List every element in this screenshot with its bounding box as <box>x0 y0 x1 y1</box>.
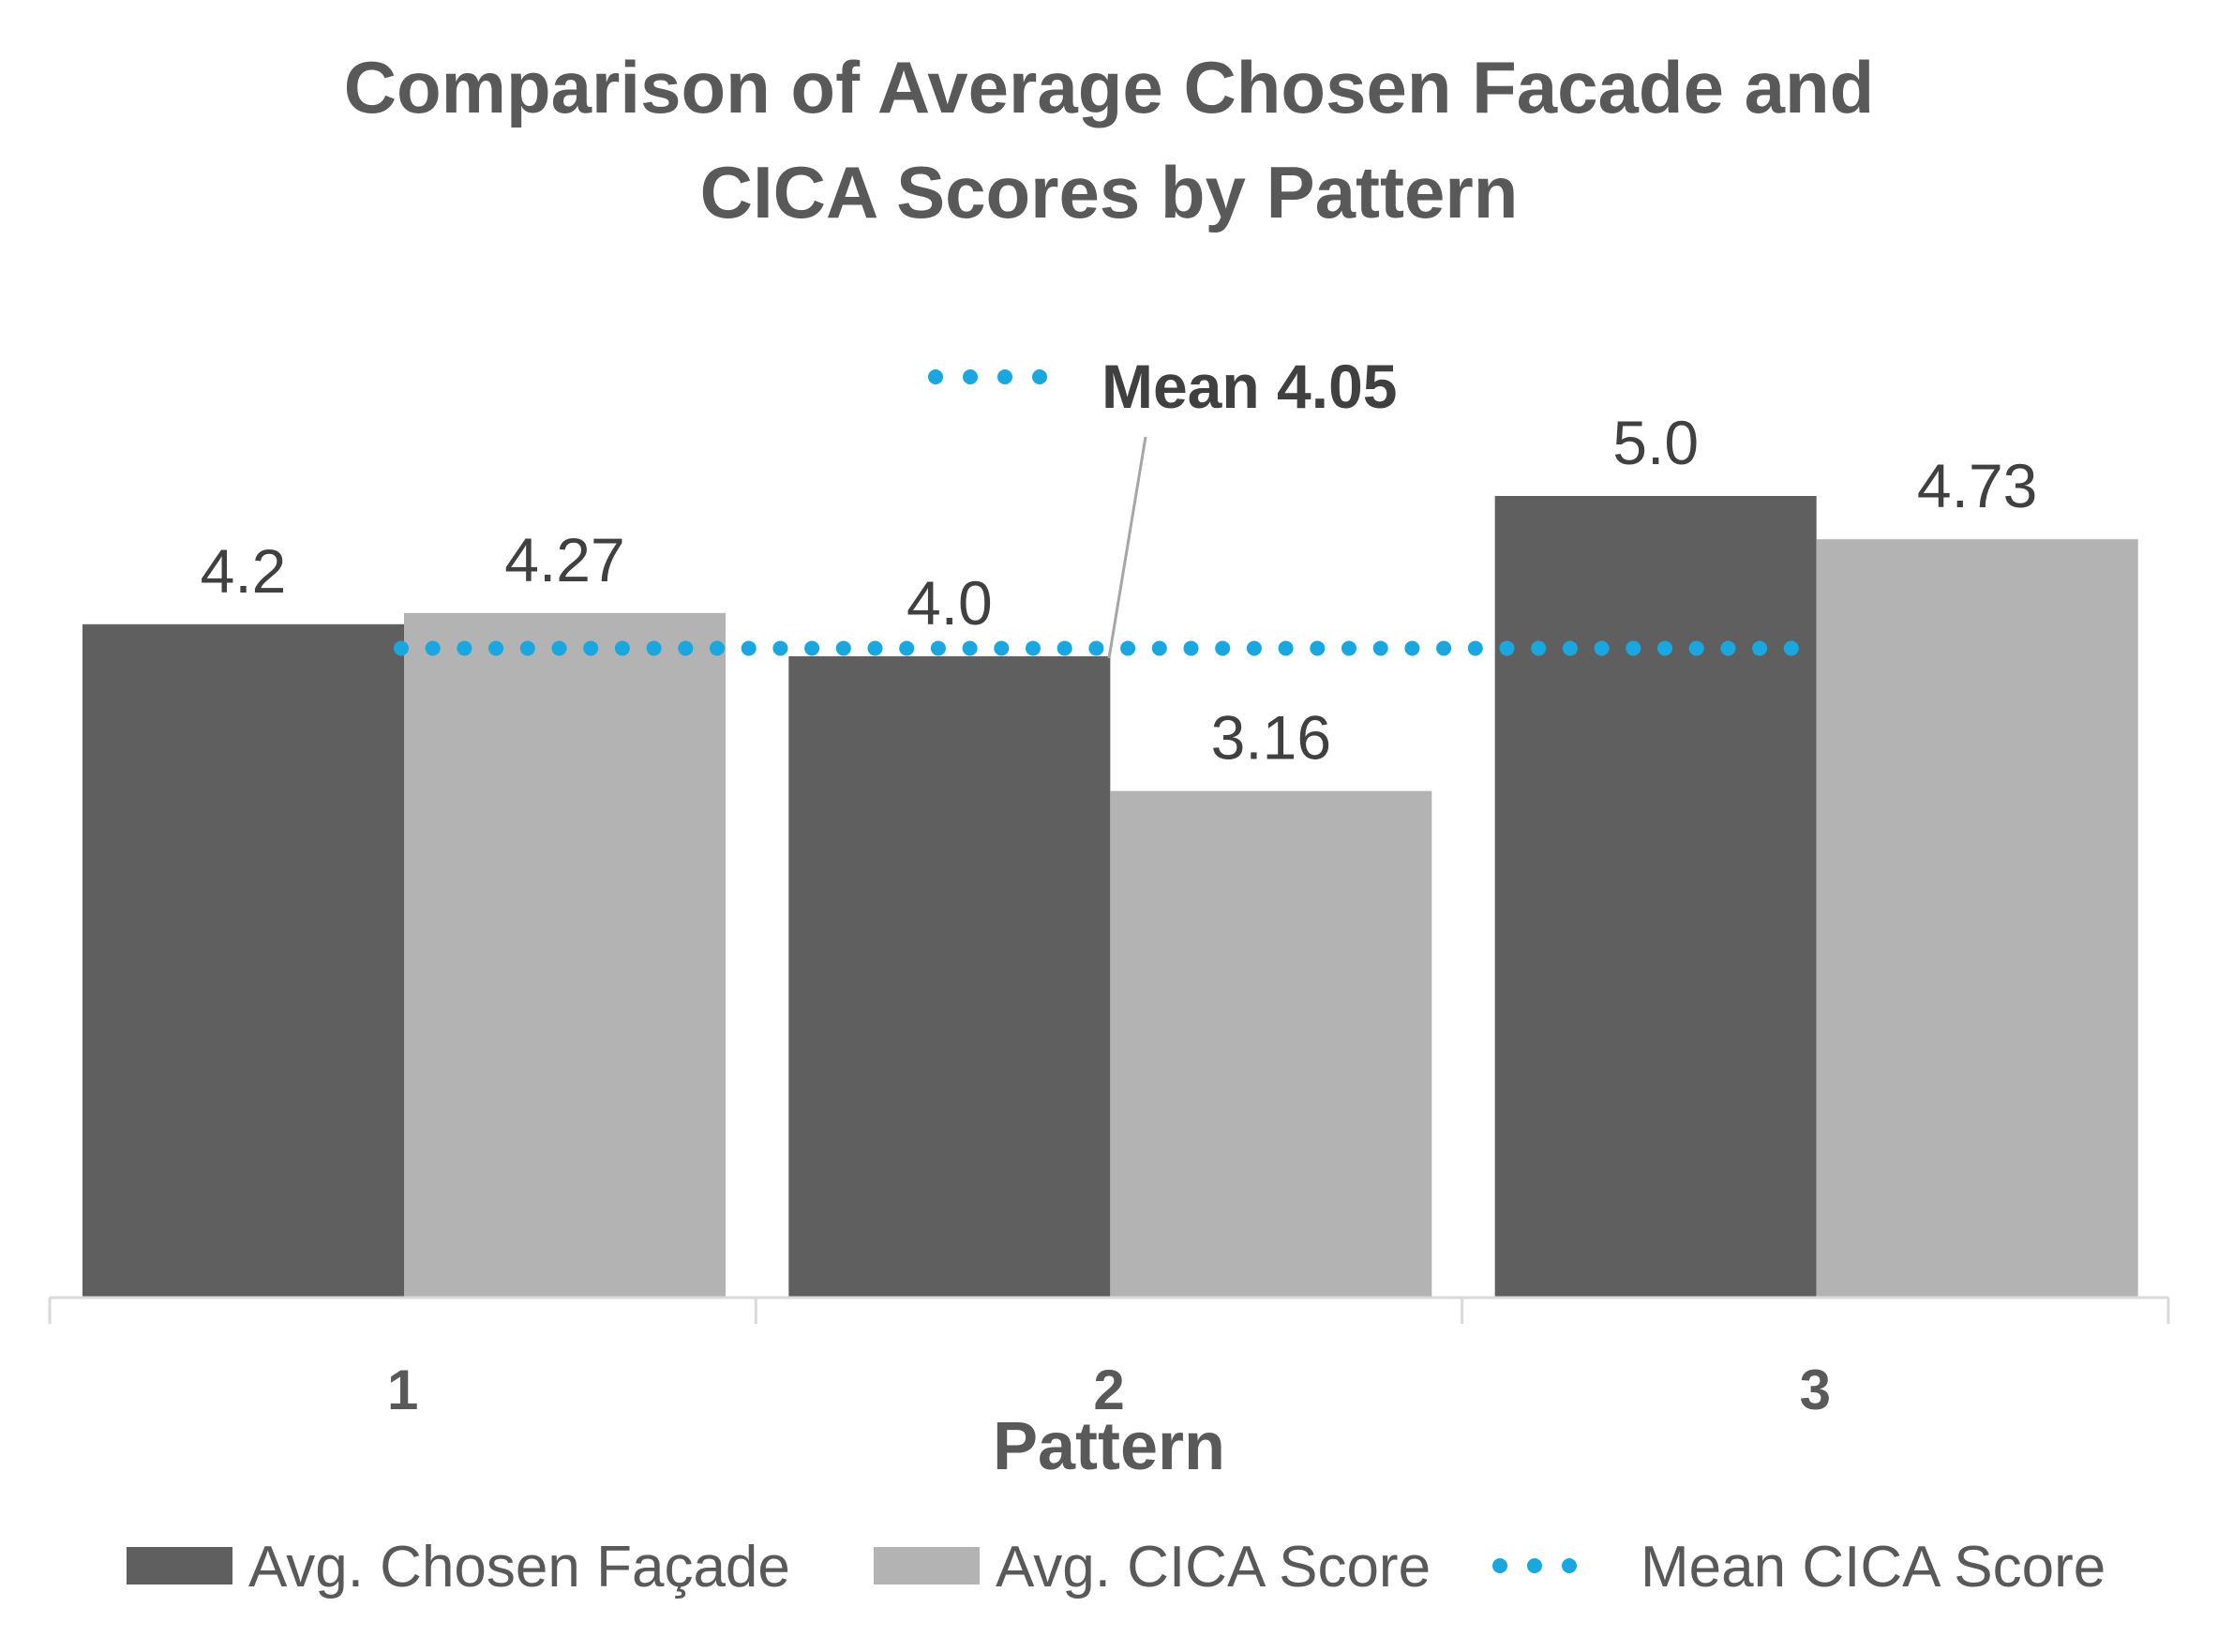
bar-s1-pattern-1 <box>82 623 404 1298</box>
category-labels: 1 2 3 <box>387 1359 1831 1421</box>
bars-group <box>82 496 2138 1298</box>
data-label-s1-pattern-3: 5.0 <box>1612 408 1699 477</box>
x-axis-title: Pattern <box>993 1409 1225 1484</box>
bar-s2-pattern-2 <box>1110 790 1432 1298</box>
chart-title-line-1: Comparison of Average Chosen Facade and <box>344 46 1875 128</box>
bar-s2-pattern-3 <box>1816 539 2138 1298</box>
data-labels-group: 4.2 4.27 4.0 3.16 5.0 4.73 <box>201 408 2038 773</box>
category-label-3: 3 <box>1800 1359 1831 1421</box>
mean-label-leader-line <box>1107 436 1147 659</box>
data-label-s2-pattern-1: 4.27 <box>504 525 624 594</box>
data-label-s1-pattern-1: 4.2 <box>201 536 287 606</box>
data-label-s2-pattern-2: 3.16 <box>1211 703 1331 773</box>
legend-swatch-cica-score <box>874 1547 980 1584</box>
category-label-1: 1 <box>387 1359 418 1421</box>
data-label-s2-pattern-3: 4.73 <box>1917 451 2037 520</box>
chart-title-line-2: CICA Scores by Pattern <box>700 151 1519 233</box>
category-label-2: 2 <box>1093 1359 1124 1421</box>
x-axis <box>48 1296 2170 1324</box>
legend-swatch-chosen-facade <box>127 1547 232 1584</box>
legend: Avg. Chosen Façade Avg. CICA Score Mean CI… <box>127 1535 2106 1599</box>
bar-s1-pattern-2 <box>788 656 1111 1298</box>
legend-label-cica-score: Avg. CICA Score <box>996 1535 1431 1599</box>
legend-label-mean-cica: Mean CICA Score <box>1641 1535 2106 1599</box>
legend-label-chosen-facade: Avg. Chosen Façade <box>248 1535 790 1599</box>
bar-s2-pattern-1 <box>404 612 726 1298</box>
mean-line-group <box>394 369 1800 656</box>
bar-s1-pattern-3 <box>1494 496 1817 1298</box>
mean-label: Mean 4.05 <box>1102 352 1398 421</box>
data-label-s1-pattern-2: 4.0 <box>907 568 993 638</box>
